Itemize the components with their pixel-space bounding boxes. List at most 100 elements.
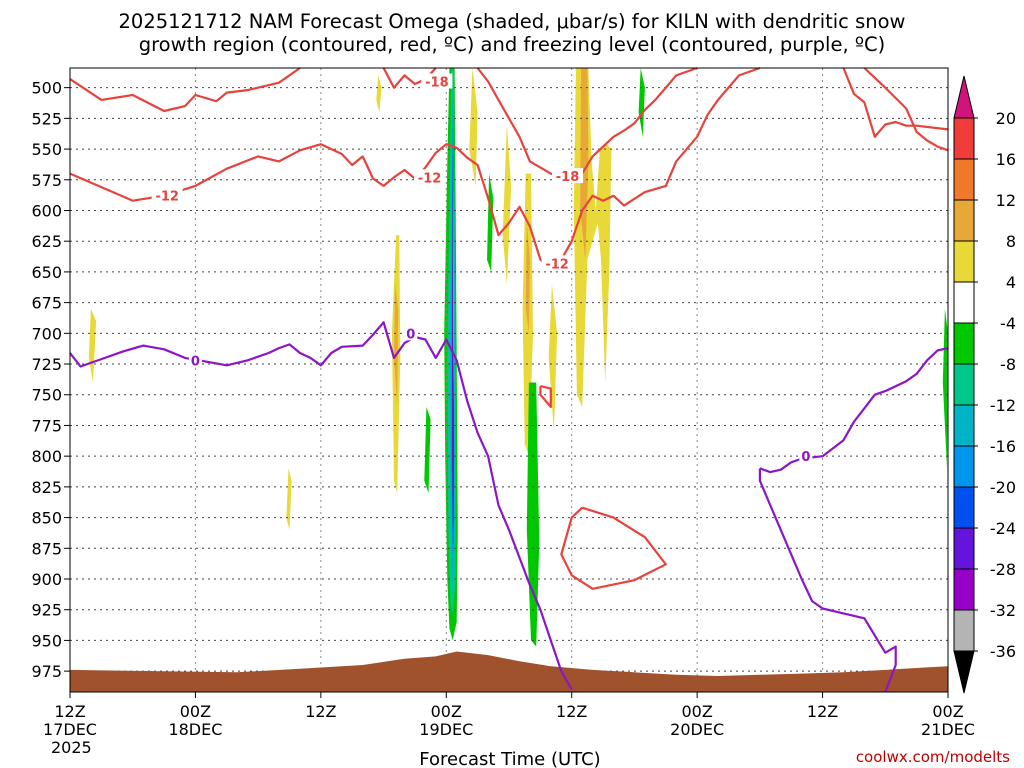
omega-region-ascent-13 bbox=[638, 68, 645, 137]
terrain-fill bbox=[70, 651, 948, 692]
colorbar-label-16: 16 bbox=[996, 150, 1016, 169]
colorbar-label--28: -28 bbox=[990, 560, 1016, 579]
gridlines bbox=[70, 68, 948, 692]
colorbar-swatch-11 bbox=[953, 568, 975, 611]
contour-label-bg-5 bbox=[188, 352, 202, 368]
plot-frame bbox=[69, 67, 949, 693]
y-tick-label-875: 875 bbox=[31, 539, 62, 558]
colorbar-top-triangle bbox=[953, 75, 975, 119]
colorbar-swatch-0 bbox=[953, 117, 975, 160]
omega-region-descent-06 bbox=[525, 222, 530, 334]
dendritic-contour-1 bbox=[69, 67, 301, 113]
chart-title-line1: 2025121712 NAM Forecast Omega (shaded, μ… bbox=[119, 10, 906, 33]
contour-label-7: 0 bbox=[801, 450, 810, 465]
x-tick-label-72-1: 12Z bbox=[807, 702, 838, 721]
x-tick-label-84-1: 00Z bbox=[932, 702, 963, 721]
y-tick-label-500: 500 bbox=[31, 79, 62, 98]
colorbar-label--32: -32 bbox=[990, 601, 1016, 620]
y-tick-label-750: 750 bbox=[31, 386, 62, 405]
y-tick-label-925: 925 bbox=[31, 601, 62, 620]
colorbar: 20 16 12 8 4 -4 -8 -12 -16 -20 -24 -28 -32 -36 bbox=[953, 75, 1016, 694]
colorbar-swatch-12 bbox=[953, 609, 975, 652]
x-tick-label-12-2: 18DEC bbox=[168, 720, 222, 739]
omega-region-descent-12 bbox=[548, 284, 558, 432]
y-tick-label-600: 600 bbox=[31, 201, 62, 220]
y-tick-label-525: 525 bbox=[31, 109, 62, 128]
colorbar-swatch-1 bbox=[953, 158, 975, 201]
credit-text: coolwx.com/modelts bbox=[856, 748, 1010, 766]
omega-region-ascent-12 bbox=[424, 407, 431, 493]
y-axis: 500 525 550 575 600 625 650 675 700 725 750 775 800 8… bbox=[31, 79, 70, 681]
x-tick-label-60-1: 00Z bbox=[681, 702, 712, 721]
omega-region-descent-04 bbox=[394, 284, 399, 407]
omega-region-descent-09 bbox=[88, 308, 97, 383]
x-tick-label-36-1: 00Z bbox=[431, 702, 462, 721]
colorbar-label-20: 20 bbox=[996, 109, 1016, 128]
colorbar-swatch-3 bbox=[953, 240, 975, 283]
colorbar-label--16: -16 bbox=[990, 437, 1016, 456]
omega-region-ascent-14 bbox=[942, 308, 948, 469]
omega-region-ascent-11 bbox=[526, 382, 540, 647]
contour-label-bg-0 bbox=[151, 187, 183, 203]
y-tick-label-850: 850 bbox=[31, 509, 62, 528]
omega-region-descent-08 bbox=[469, 68, 478, 186]
y-tick-label-650: 650 bbox=[31, 263, 62, 282]
colorbar-label--36: -36 bbox=[990, 642, 1016, 661]
colorbar-label-4: 4 bbox=[1006, 273, 1016, 292]
y-tick-label-975: 975 bbox=[31, 662, 62, 681]
y-tick-label-725: 725 bbox=[31, 355, 62, 374]
colorbar-swatch-8 bbox=[953, 445, 975, 488]
colorbar-label-12: 12 bbox=[996, 191, 1016, 210]
dendritic-contour-0 bbox=[69, 66, 761, 271]
omega-region-descent-07 bbox=[502, 124, 512, 285]
terrain-layer bbox=[70, 651, 948, 692]
contour-label-bg-4 bbox=[541, 255, 573, 271]
x-tick-label-12-1: 00Z bbox=[180, 702, 211, 721]
chart-title-line2: growth region (contoured, red, ºC) and f… bbox=[139, 33, 886, 56]
colorbar-swatch-6 bbox=[953, 363, 975, 406]
x-tick-label-84-2: 21DEC bbox=[921, 720, 975, 739]
omega-shading-layer bbox=[88, 68, 948, 647]
colorbar-bottom-triangle bbox=[953, 650, 975, 694]
colorbar-swatch-9 bbox=[953, 486, 975, 529]
x-tick-label-0-3: 2025 bbox=[51, 738, 92, 757]
x-tick-label-60-2: 20DEC bbox=[670, 720, 724, 739]
contour-label-layer: -12 -18 -12 -18 -12 0 0 0 bbox=[151, 73, 813, 465]
omega-region-ascent-15 bbox=[487, 173, 494, 272]
omega-region-ascent-core-32 bbox=[453, 161, 454, 407]
y-tick-label-950: 950 bbox=[31, 631, 62, 650]
contour-label-bg-2 bbox=[414, 169, 446, 185]
x-tick-label-0-1: 12Z bbox=[54, 702, 85, 721]
y-tick-label-775: 775 bbox=[31, 416, 62, 435]
freezing-contour-1 bbox=[759, 347, 949, 474]
contour-label-4: -12 bbox=[545, 257, 569, 272]
colorbar-swatch-7 bbox=[953, 404, 975, 447]
x-tick-label-0-2: 17DEC bbox=[43, 720, 97, 739]
y-tick-label-675: 675 bbox=[31, 294, 62, 313]
contour-layer bbox=[69, 66, 949, 693]
colorbar-swatch-5 bbox=[953, 322, 975, 365]
contour-label-0: -12 bbox=[155, 190, 179, 205]
dendritic-contour-6 bbox=[560, 506, 667, 590]
dendritic-contour-7 bbox=[539, 385, 552, 409]
contour-label-1: -18 bbox=[425, 76, 449, 91]
contour-label-bg-7 bbox=[799, 448, 813, 464]
y-tick-label-800: 800 bbox=[31, 447, 62, 466]
contour-label-bg-6 bbox=[404, 325, 418, 341]
y-tick-label-550: 550 bbox=[31, 140, 62, 159]
y-tick-label-625: 625 bbox=[31, 232, 62, 251]
y-tick-label-575: 575 bbox=[31, 171, 62, 190]
contour-label-bg-3 bbox=[552, 168, 584, 184]
colorbar-label--4: -4 bbox=[1000, 314, 1016, 333]
contour-label-6: 0 bbox=[406, 327, 415, 342]
x-tick-label-24-1: 12Z bbox=[305, 702, 336, 721]
dendritic-contour-4 bbox=[863, 67, 949, 152]
colorbar-label--12: -12 bbox=[990, 396, 1016, 415]
colorbar-swatch-10 bbox=[953, 527, 975, 570]
dendritic-contour-3 bbox=[476, 66, 698, 183]
freezing-contour-2 bbox=[758, 468, 897, 693]
colorbar-label--20: -20 bbox=[990, 478, 1016, 497]
dendritic-contour-5 bbox=[842, 67, 949, 138]
